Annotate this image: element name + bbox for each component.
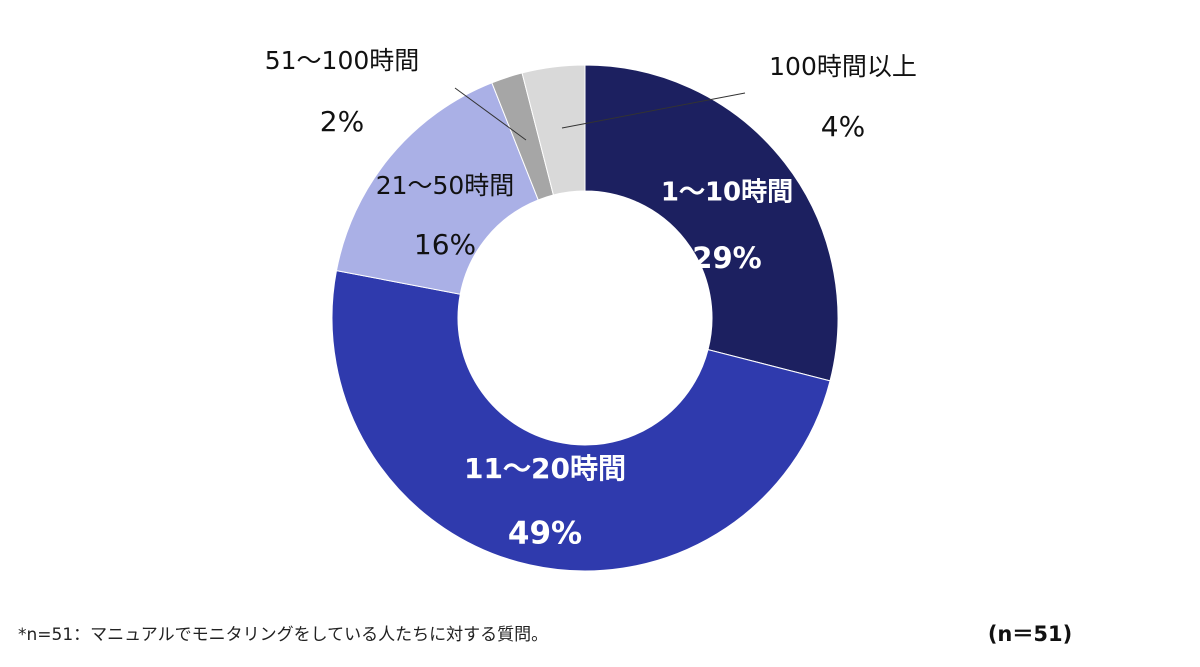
value-label: 2% (320, 105, 364, 138)
slice-label: 1〜10時間 (661, 178, 793, 208)
donut-slice (584, 64, 839, 382)
donut-slice (335, 82, 539, 295)
value-label: 16% (414, 228, 476, 261)
slice-label: 51〜100時間 (265, 46, 420, 75)
slice-label: 100時間以上 (769, 52, 917, 81)
footnote: *n=51：マニュアルでモニタリングをしている人たちに対する質問。 (18, 625, 548, 645)
value-label: 29% (692, 241, 761, 275)
donut-slice (521, 64, 586, 196)
slice-label: 21〜50時間 (376, 171, 515, 200)
leader-line (454, 87, 527, 141)
value-label: 49% (508, 516, 582, 552)
value-label: 4% (821, 110, 865, 143)
leader-line (561, 92, 746, 129)
sample-size: (n＝51) (988, 622, 1072, 646)
donut-slice (331, 270, 831, 572)
slice-label: 11〜20時間 (464, 452, 626, 485)
